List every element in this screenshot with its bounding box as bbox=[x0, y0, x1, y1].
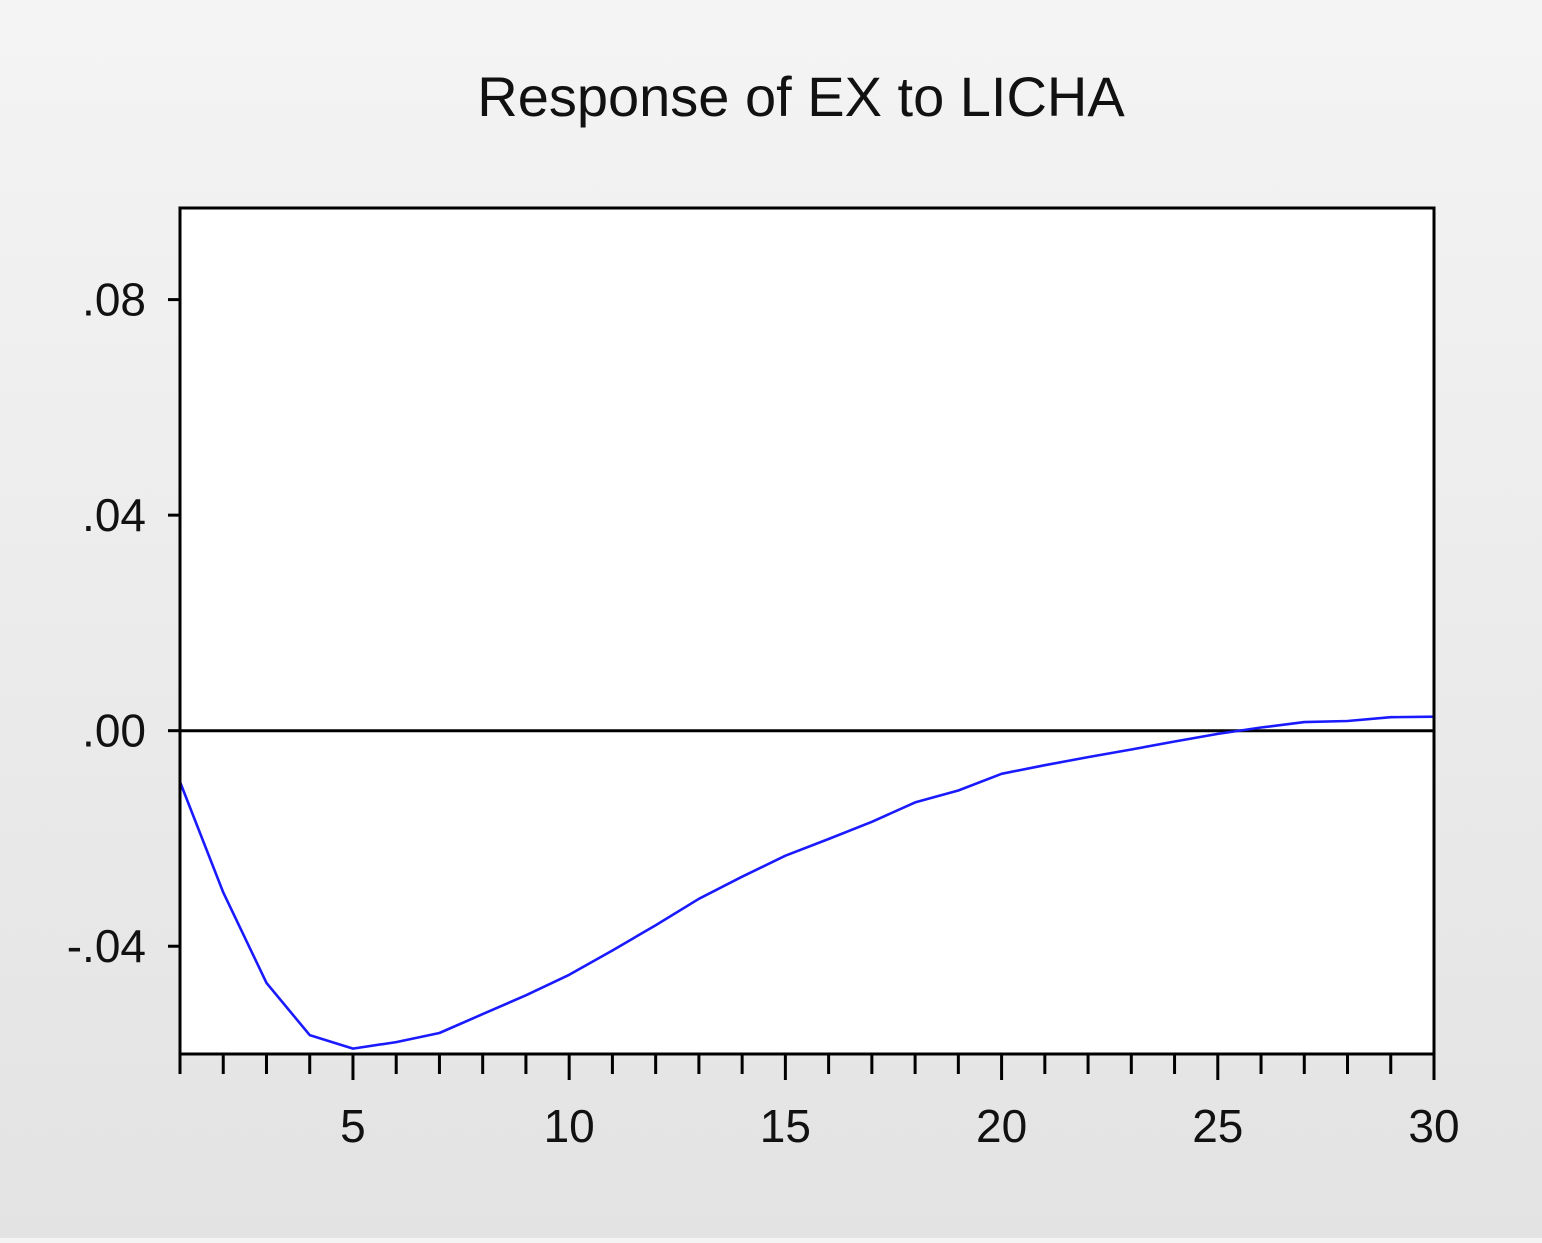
plot-area bbox=[180, 208, 1434, 1054]
y-tick-label: -.04 bbox=[67, 920, 146, 972]
x-tick-label: 20 bbox=[976, 1100, 1027, 1152]
response-series-line bbox=[178, 715, 1435, 1050]
x-tick-label: 10 bbox=[544, 1100, 595, 1152]
plot-frame bbox=[178, 206, 1436, 1056]
x-tick-label: 30 bbox=[1408, 1100, 1459, 1152]
y-tick-label: .04 bbox=[82, 489, 146, 541]
y-tick-label: .08 bbox=[82, 274, 146, 326]
chart-title: Response of EX to LICHA bbox=[477, 65, 1125, 128]
x-tick-label: 5 bbox=[340, 1100, 366, 1152]
y-tick-label: .00 bbox=[82, 705, 146, 757]
x-tick-label: 25 bbox=[1192, 1100, 1243, 1152]
x-tick-label: 15 bbox=[760, 1100, 811, 1152]
